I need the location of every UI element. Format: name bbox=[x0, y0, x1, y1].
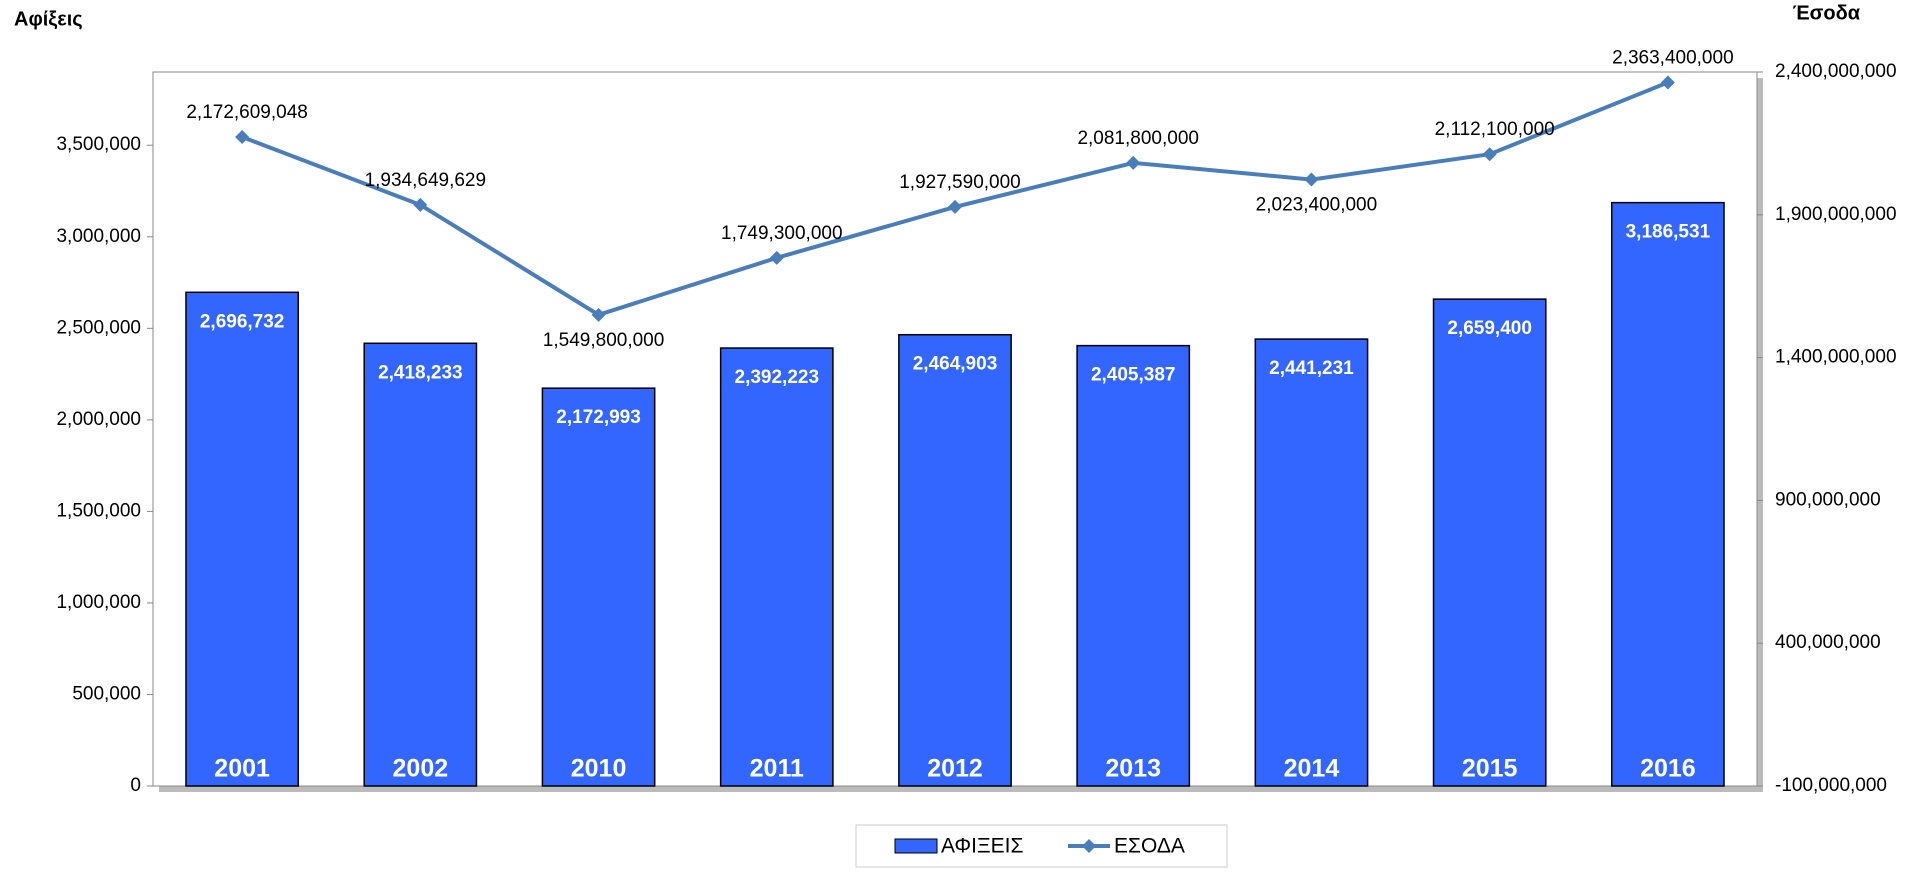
x-tick-label: 2002 bbox=[393, 755, 449, 783]
bar bbox=[1076, 344, 1191, 787]
x-tick-label: 2013 bbox=[1105, 755, 1161, 783]
line-marker bbox=[1660, 75, 1675, 90]
x-tick-label: 2015 bbox=[1462, 755, 1518, 783]
line-marker bbox=[1126, 155, 1141, 170]
line-marker bbox=[769, 250, 784, 265]
line-value-label: 1,749,300,000 bbox=[721, 223, 843, 244]
y-axis-title: Αφίξεις bbox=[14, 8, 83, 30]
bar bbox=[1610, 201, 1725, 787]
y2-tick-label: 900,000,000 bbox=[1775, 489, 1881, 510]
line-value-label: 2,081,800,000 bbox=[1077, 128, 1199, 149]
bar-value-label: 2,405,387 bbox=[1091, 365, 1176, 386]
x-tick-label: 2016 bbox=[1640, 755, 1696, 783]
bar bbox=[898, 333, 1012, 787]
bar-value-label: 3,186,531 bbox=[1626, 222, 1711, 243]
line-marker bbox=[591, 307, 606, 322]
legend-marker bbox=[1082, 839, 1096, 853]
line-value-label: 2,363,400,000 bbox=[1612, 47, 1734, 68]
x-tick-label: 2001 bbox=[214, 755, 270, 783]
y-tick-label: 0 bbox=[130, 775, 141, 796]
bar-value-label: 2,172,993 bbox=[556, 407, 641, 428]
x-tick-label: 2010 bbox=[571, 755, 627, 783]
y-tick-label: 2,500,000 bbox=[56, 317, 141, 338]
y2-tick-label: -100,000,000 bbox=[1775, 775, 1887, 796]
bar-value-label: 2,392,223 bbox=[735, 367, 820, 388]
x-tick-label: 2012 bbox=[927, 755, 983, 783]
bar bbox=[1254, 338, 1369, 787]
line-marker bbox=[413, 197, 428, 212]
y-tick-label: 1,000,000 bbox=[56, 592, 141, 613]
y2-tick-label: 400,000,000 bbox=[1775, 632, 1881, 653]
bar bbox=[185, 291, 300, 787]
line-value-label: 1,927,590,000 bbox=[899, 172, 1021, 193]
line-value-label: 1,549,800,000 bbox=[543, 330, 665, 351]
y-tick-label: 1,500,000 bbox=[56, 500, 141, 521]
bar-value-label: 2,659,400 bbox=[1447, 318, 1532, 339]
line-value-label: 1,934,649,629 bbox=[365, 170, 487, 191]
line-value-label: 2,172,609,048 bbox=[186, 102, 308, 123]
bar-value-label: 2,441,231 bbox=[1269, 358, 1354, 379]
line-marker bbox=[948, 199, 962, 214]
legend-label: ΑΦΙΞΕΙΣ bbox=[941, 835, 1023, 858]
line-marker bbox=[235, 129, 250, 144]
y2-axis-title: Έσοδα bbox=[1793, 2, 1861, 24]
bar bbox=[719, 347, 834, 787]
y2-tick-label: 1,400,000,000 bbox=[1775, 347, 1897, 368]
bar bbox=[1432, 298, 1547, 787]
bar-value-label: 2,696,732 bbox=[200, 311, 285, 332]
line-marker bbox=[1482, 147, 1497, 162]
x-tick-label: 2011 bbox=[750, 755, 804, 783]
y-tick-label: 500,000 bbox=[72, 683, 141, 704]
y-tick-label: 3,500,000 bbox=[56, 134, 141, 155]
y2-tick-label: 1,900,000,000 bbox=[1775, 204, 1897, 225]
y-tick-label: 2,000,000 bbox=[56, 409, 141, 430]
line-value-label: 2,023,400,000 bbox=[1256, 195, 1378, 216]
bar-value-label: 2,464,903 bbox=[913, 354, 998, 375]
legend-swatch bbox=[894, 838, 938, 854]
y-tick-label: 3,000,000 bbox=[56, 226, 141, 247]
x-tick-label: 2014 bbox=[1284, 755, 1340, 783]
legend-label: ΕΣΟΔΑ bbox=[1114, 835, 1185, 858]
bar bbox=[363, 342, 478, 787]
y2-tick-label: 2,400,000,000 bbox=[1775, 61, 1897, 82]
line-marker bbox=[1304, 172, 1319, 187]
line-value-label: 2,112,100,000 bbox=[1435, 119, 1555, 140]
bar bbox=[541, 387, 656, 787]
bar-value-label: 2,418,233 bbox=[378, 362, 463, 383]
